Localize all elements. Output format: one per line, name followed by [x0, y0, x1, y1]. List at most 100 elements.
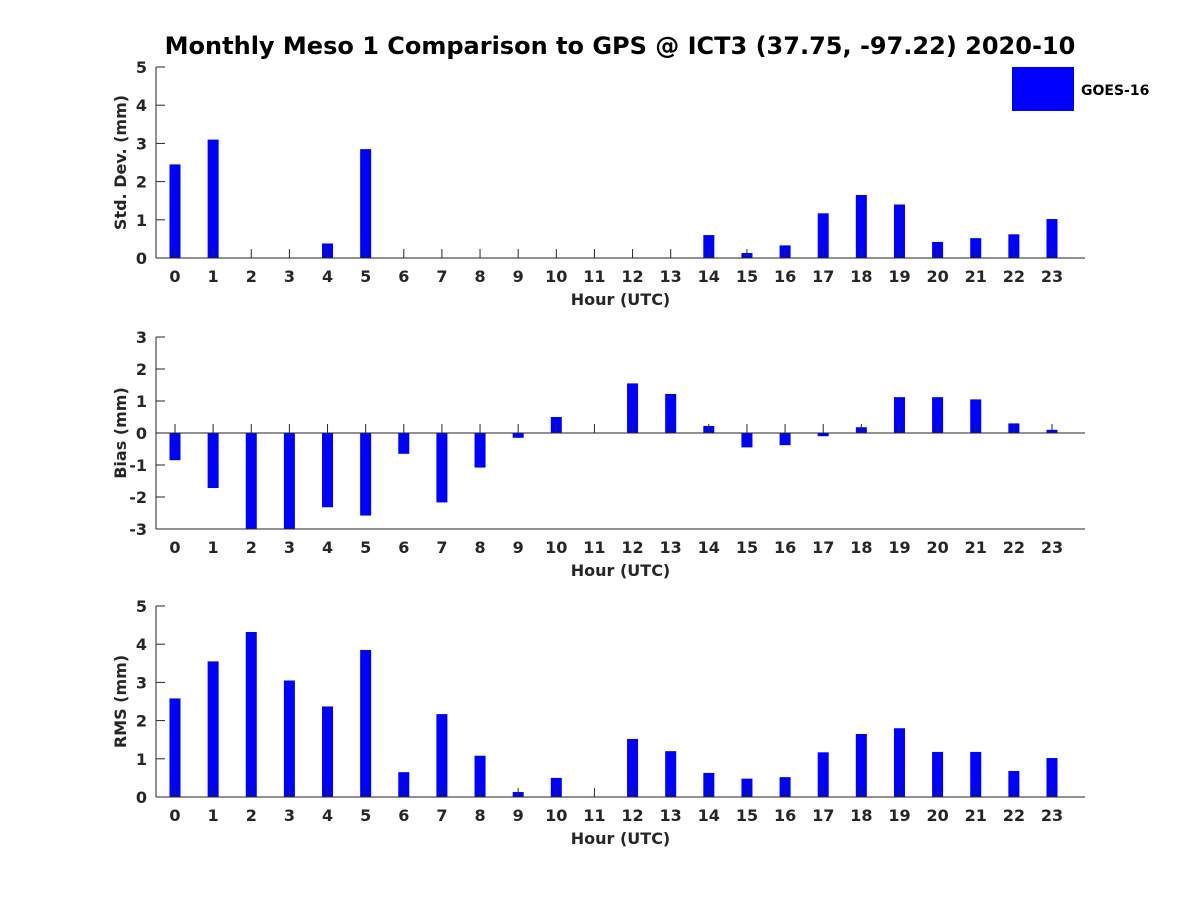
bar-hour-12 — [627, 738, 639, 797]
bar-hour-18 — [855, 733, 867, 797]
chart-title: Monthly Meso 1 Comparison to GPS @ ICT3 … — [165, 32, 1076, 60]
x-tick-label: 0 — [169, 538, 180, 557]
bar-hour-21 — [970, 399, 982, 433]
y-tick-label: 3 — [136, 328, 147, 347]
x-tick-label: 13 — [660, 538, 682, 557]
x-tick-label: 15 — [736, 538, 758, 557]
x-tick-label: 4 — [322, 267, 333, 286]
x-tick-label: 3 — [284, 806, 295, 825]
x-tick-label: 11 — [583, 806, 605, 825]
x-tick-label: 22 — [1003, 267, 1025, 286]
x-tick-label: 9 — [513, 538, 524, 557]
x-tick-label: 16 — [774, 806, 796, 825]
bar-hour-17 — [817, 433, 829, 437]
y-tick-label: -3 — [129, 520, 147, 539]
bar-hour-5 — [360, 433, 372, 516]
bar-hour-19 — [893, 397, 905, 433]
x-tick-label: 20 — [926, 267, 948, 286]
x-tick-label: 1 — [208, 538, 219, 557]
y-tick-label: 4 — [136, 635, 147, 654]
x-tick-label: 13 — [660, 267, 682, 286]
y-tick-label: 2 — [136, 360, 147, 379]
x-axis-label: Hour (UTC) — [571, 561, 671, 580]
x-tick-label: 12 — [621, 538, 643, 557]
x-axis-label: Hour (UTC) — [571, 829, 671, 848]
x-tick-label: 6 — [398, 806, 409, 825]
x-tick-label: 2 — [246, 806, 257, 825]
bar-hour-12 — [627, 383, 639, 433]
x-axis-label: Hour (UTC) — [571, 290, 671, 309]
x-tick-label: 8 — [474, 806, 485, 825]
x-tick-label: 18 — [850, 267, 872, 286]
bar-hour-20 — [932, 751, 944, 797]
bar-hour-14 — [703, 772, 715, 797]
bar-hour-23 — [1046, 219, 1058, 258]
y-tick-label: 2 — [136, 173, 147, 192]
x-tick-label: 9 — [513, 806, 524, 825]
x-tick-label: 9 — [513, 267, 524, 286]
bar-hour-15 — [741, 778, 753, 797]
bar-hour-1 — [207, 433, 219, 489]
bar-hour-0 — [169, 433, 181, 461]
bar-hour-0 — [169, 698, 181, 797]
x-tick-label: 22 — [1003, 806, 1025, 825]
x-tick-label: 17 — [812, 806, 834, 825]
x-tick-label: 10 — [545, 538, 567, 557]
bar-hour-2 — [245, 433, 257, 529]
x-tick-label: 19 — [888, 267, 910, 286]
x-tick-label: 20 — [926, 538, 948, 557]
bar-hour-8 — [474, 755, 486, 797]
y-tick-label: 2 — [136, 712, 147, 731]
x-tick-label: 17 — [812, 267, 834, 286]
bar-hour-17 — [817, 752, 829, 797]
y-tick-label: -1 — [129, 456, 147, 475]
x-tick-label: 17 — [812, 538, 834, 557]
x-tick-label: 1 — [208, 806, 219, 825]
x-tick-label: 8 — [474, 538, 485, 557]
bar-hour-21 — [970, 751, 982, 797]
x-tick-label: 23 — [1041, 267, 1063, 286]
bar-hour-3 — [283, 433, 295, 529]
x-tick-label: 8 — [474, 267, 485, 286]
bar-hour-4 — [322, 706, 334, 797]
bar-hour-23 — [1046, 758, 1058, 797]
y-tick-label: 3 — [136, 673, 147, 692]
x-tick-label: 21 — [965, 806, 987, 825]
x-tick-label: 5 — [360, 267, 371, 286]
bar-hour-6 — [398, 772, 410, 797]
x-tick-label: 1 — [208, 267, 219, 286]
x-tick-label: 11 — [583, 538, 605, 557]
y-axis-label: RMS (mm) — [111, 655, 130, 748]
x-tick-label: 6 — [398, 267, 409, 286]
x-tick-label: 6 — [398, 538, 409, 557]
y-tick-label: 0 — [136, 788, 147, 807]
bar-hour-5 — [360, 149, 372, 258]
y-tick-label: 5 — [136, 597, 147, 616]
bar-hour-1 — [207, 139, 219, 258]
x-tick-label: 19 — [888, 806, 910, 825]
x-tick-label: 10 — [545, 806, 567, 825]
bar-hour-19 — [893, 204, 905, 258]
legend-label: GOES-16 — [1081, 83, 1149, 99]
bar-hour-14 — [703, 235, 715, 258]
x-tick-label: 13 — [660, 806, 682, 825]
x-tick-label: 21 — [965, 538, 987, 557]
bar-hour-1 — [207, 661, 219, 797]
x-tick-label: 3 — [284, 267, 295, 286]
x-tick-label: 23 — [1041, 806, 1063, 825]
y-tick-label: 0 — [136, 424, 147, 443]
bar-hour-17 — [817, 213, 829, 258]
x-tick-label: 10 — [545, 267, 567, 286]
bar-hour-10 — [550, 777, 562, 797]
legend-swatch — [1012, 67, 1074, 111]
x-tick-label: 12 — [621, 806, 643, 825]
y-tick-label: 5 — [136, 58, 147, 77]
bar-hour-4 — [322, 433, 334, 508]
x-tick-label: 20 — [926, 806, 948, 825]
x-tick-label: 14 — [698, 267, 720, 286]
x-tick-label: 16 — [774, 267, 796, 286]
y-tick-label: 0 — [136, 249, 147, 268]
x-tick-label: 2 — [246, 267, 257, 286]
x-tick-label: 14 — [698, 806, 720, 825]
y-tick-label: 3 — [136, 134, 147, 153]
